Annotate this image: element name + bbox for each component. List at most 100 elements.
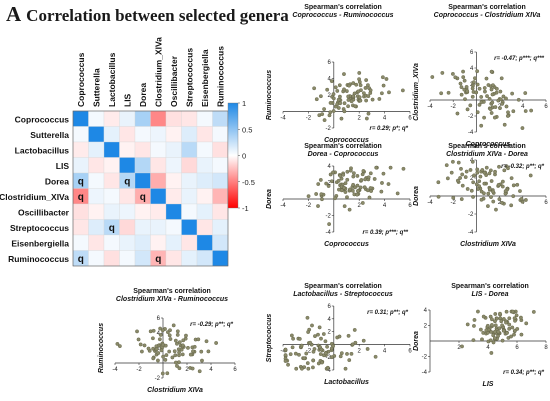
- data-point: [341, 172, 346, 177]
- data-point: [175, 329, 180, 334]
- scatter-subtitle: Coprococcus - Ruminococcus: [292, 12, 393, 19]
- data-point: [463, 97, 467, 102]
- heatmap-cell: [165, 234, 182, 251]
- data-point: [490, 317, 494, 322]
- data-point: [445, 176, 450, 181]
- data-point: [501, 328, 506, 333]
- heatmap-cell: [181, 234, 198, 251]
- y-tick-label: -2: [468, 114, 474, 120]
- data-point: [364, 98, 369, 103]
- data-point: [366, 175, 371, 180]
- data-point: [305, 315, 310, 320]
- data-point: [380, 181, 384, 185]
- heatmap-cell: [181, 172, 198, 189]
- heatmap-cell: [165, 126, 182, 143]
- data-point: [509, 203, 514, 208]
- data-point: [505, 114, 510, 118]
- data-point: [173, 353, 178, 358]
- data-point: [509, 334, 513, 339]
- data-point: [451, 195, 456, 200]
- data-point: [489, 87, 494, 92]
- x-tick-label: -4: [280, 203, 286, 209]
- data-point: [188, 352, 193, 357]
- x-tick-label: -2: [306, 203, 312, 209]
- data-point: [329, 179, 334, 184]
- data-point: [493, 312, 498, 316]
- heatmap-cell: [134, 172, 151, 189]
- data-point: [510, 325, 515, 330]
- heatmap-cell: [88, 141, 105, 158]
- data-point: [504, 164, 509, 169]
- data-point: [462, 78, 467, 83]
- data-point: [135, 329, 139, 334]
- correlation-annotation: r= 0.29; p*; q*: [369, 126, 408, 132]
- correlation-annotation: r= -0.47; p***; q***: [494, 56, 545, 62]
- heatmap-cell: [196, 250, 213, 267]
- data-point: [459, 197, 464, 202]
- data-point: [175, 332, 180, 337]
- heatmap-column-label: Oscillibacter: [169, 55, 179, 107]
- data-point: [338, 94, 342, 99]
- data-point: [461, 69, 465, 74]
- data-point: [283, 353, 288, 358]
- data-point: [117, 344, 122, 349]
- data-point: [472, 324, 476, 328]
- data-point: [497, 197, 502, 202]
- data-point: [289, 333, 294, 338]
- data-point: [482, 191, 486, 196]
- y-tick-label: -2: [325, 355, 331, 361]
- heatmap-cell: [181, 157, 198, 174]
- x-tick-label: 4: [486, 345, 490, 351]
- data-point: [475, 82, 480, 87]
- data-point: [308, 340, 313, 345]
- data-point: [491, 83, 495, 88]
- data-point: [175, 341, 179, 346]
- data-point: [335, 102, 340, 107]
- data-point: [367, 195, 372, 200]
- y-tick-label: 6: [327, 60, 331, 66]
- data-point: [475, 167, 480, 172]
- data-point: [514, 313, 519, 318]
- data-point: [502, 168, 507, 173]
- y-tick-label: -2: [155, 376, 161, 382]
- data-point: [151, 328, 156, 333]
- heatmap-cell: [88, 203, 105, 220]
- data-point: [358, 185, 363, 190]
- data-point: [306, 330, 311, 334]
- data-point: [331, 170, 335, 175]
- y-axis-label: Streptococcus: [266, 314, 273, 363]
- data-point: [360, 172, 365, 177]
- heatmap-cell: [72, 219, 89, 236]
- data-point: [171, 323, 176, 328]
- data-point: [470, 94, 475, 99]
- heatmap-cell: [134, 141, 151, 158]
- heatmap-cell: [103, 141, 120, 158]
- data-point: [346, 94, 351, 99]
- data-point: [313, 334, 317, 339]
- data-point: [319, 192, 324, 197]
- data-point: [343, 190, 348, 194]
- data-point: [314, 192, 319, 196]
- heatmap-cell: [88, 219, 105, 236]
- data-point: [500, 200, 504, 205]
- data-point: [360, 201, 365, 205]
- data-point: [462, 87, 467, 92]
- data-point: [468, 168, 473, 172]
- data-point: [184, 333, 188, 338]
- data-point: [173, 338, 178, 343]
- heatmap-cell: [119, 203, 136, 220]
- heatmap-cell: [181, 110, 198, 127]
- data-point: [190, 366, 195, 371]
- data-point: [345, 177, 350, 182]
- data-point: [471, 338, 476, 343]
- data-point: [186, 345, 190, 350]
- data-point: [317, 325, 322, 330]
- data-point: [165, 371, 170, 376]
- data-point: [343, 181, 348, 186]
- data-point: [479, 100, 484, 105]
- data-point: [384, 77, 389, 81]
- significance-marker: q: [78, 192, 84, 203]
- heatmap-cell: [165, 219, 182, 236]
- x-tick-label: 6: [233, 367, 237, 373]
